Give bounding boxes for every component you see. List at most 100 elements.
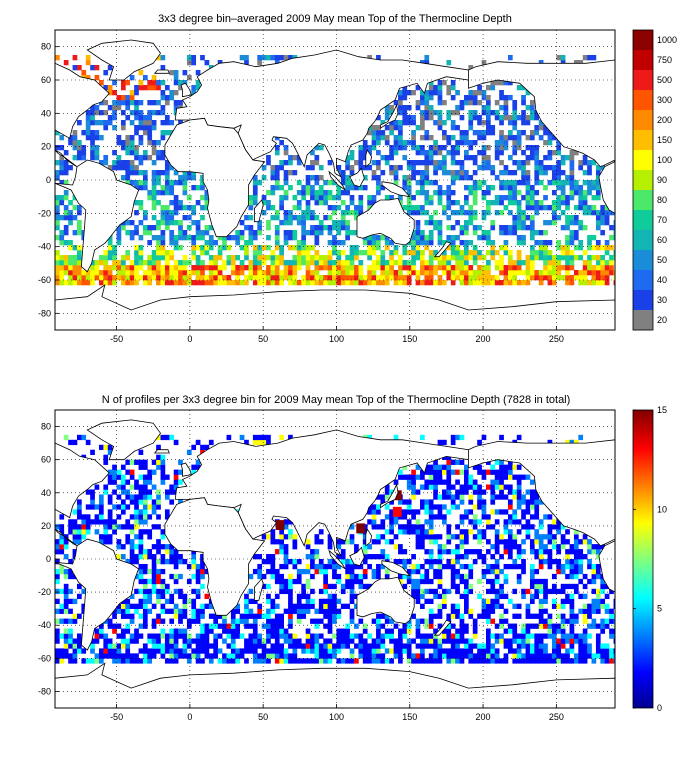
bin-cell xyxy=(507,195,513,201)
bin-cell xyxy=(173,200,179,206)
bin-cell xyxy=(411,260,416,266)
bin-cell xyxy=(446,135,452,141)
bin-cell xyxy=(420,205,425,211)
bin-cell xyxy=(507,514,513,520)
bin-cell xyxy=(292,653,298,659)
bin-cell xyxy=(600,583,606,590)
bin-cell xyxy=(239,245,245,251)
bin-cell xyxy=(156,275,161,281)
bin-cell xyxy=(182,185,188,191)
bin-cell xyxy=(239,280,245,286)
bin-cell xyxy=(301,225,306,231)
bin-cell xyxy=(182,170,188,176)
bin-cell xyxy=(604,250,610,256)
bin-cell xyxy=(587,613,592,619)
bin-cell xyxy=(424,190,430,196)
bin-cell xyxy=(406,165,412,171)
bin-cell xyxy=(147,648,153,654)
bin-cell xyxy=(534,150,540,156)
bin-cell xyxy=(156,524,161,530)
bin-cell xyxy=(578,280,584,286)
bin-cell xyxy=(565,180,570,186)
bin-cell xyxy=(63,170,69,176)
bin-cell xyxy=(358,250,364,256)
bin-cell xyxy=(415,245,421,251)
bin-cell xyxy=(112,658,117,664)
bin-cell xyxy=(169,628,175,634)
bin-cell xyxy=(134,280,139,286)
colorbar-gradient xyxy=(632,409,654,709)
bin-cell xyxy=(151,588,157,595)
bin-cell xyxy=(120,110,126,116)
bin-cell xyxy=(230,648,236,654)
bin-cell xyxy=(279,618,284,624)
bin-cell xyxy=(512,195,518,201)
bin-cell xyxy=(485,549,491,555)
bin-cell xyxy=(393,145,399,151)
bin-cell xyxy=(257,643,262,649)
bin-cell xyxy=(305,544,311,550)
bin-cell xyxy=(503,230,509,236)
bin-cell xyxy=(490,499,496,505)
bin-cell xyxy=(393,175,399,181)
bin-cell xyxy=(433,568,438,575)
bin-cell xyxy=(296,155,302,161)
bin-cell xyxy=(59,603,65,609)
bin-cell xyxy=(450,534,456,540)
bin-cell xyxy=(103,633,109,639)
bin-cell xyxy=(371,250,377,256)
bin-cell xyxy=(279,583,284,590)
bin-cell xyxy=(349,255,355,261)
bin-cell xyxy=(472,185,478,191)
bin-cell xyxy=(389,638,394,644)
bin-cell xyxy=(551,215,557,221)
bin-cell xyxy=(420,588,425,595)
bin-cell xyxy=(376,135,381,141)
bin-cell xyxy=(327,230,333,236)
bin-cell xyxy=(455,210,460,216)
bin-cell xyxy=(160,275,166,281)
bin-cell xyxy=(248,573,254,580)
bin-cell xyxy=(582,280,588,286)
bin-cell xyxy=(573,583,579,590)
bin-cell xyxy=(442,514,447,520)
bin-cell xyxy=(288,235,293,241)
bin-cell xyxy=(147,593,153,600)
bin-cell xyxy=(72,255,78,261)
bin-cell xyxy=(556,628,562,634)
bin-cell xyxy=(437,474,443,480)
bin-cell xyxy=(120,653,126,659)
bin-cell xyxy=(354,160,359,166)
bin-cell xyxy=(354,658,359,664)
bin-cell xyxy=(327,648,333,654)
bin-cell xyxy=(296,180,302,186)
bin-cell xyxy=(129,524,135,530)
bin-cell xyxy=(160,578,166,585)
bin-cell xyxy=(68,519,73,525)
bin-cell xyxy=(485,578,491,585)
bin-cell xyxy=(512,588,518,595)
bin-cell xyxy=(72,648,78,654)
bin-cell xyxy=(512,185,518,191)
coastline xyxy=(254,578,264,601)
bin-cell xyxy=(468,255,474,261)
bin-cell xyxy=(151,225,157,231)
bin-cell xyxy=(230,638,236,644)
bin-cell xyxy=(147,280,153,286)
bin-cell xyxy=(472,618,478,624)
bin-cell xyxy=(292,280,298,286)
bin-cell xyxy=(468,549,474,555)
bin-cell xyxy=(147,190,153,196)
bin-cell xyxy=(191,240,197,246)
bin-cell xyxy=(55,628,60,634)
bin-cell xyxy=(538,200,544,206)
bin-cell xyxy=(213,275,219,281)
bin-cell xyxy=(485,190,491,196)
bin-cell xyxy=(327,265,333,271)
bin-cell xyxy=(494,603,500,609)
bin-cell xyxy=(595,275,601,281)
bin-cell xyxy=(296,280,302,286)
bin-cell xyxy=(398,499,403,505)
bin-cell xyxy=(283,230,289,236)
bin-cell xyxy=(191,648,197,654)
